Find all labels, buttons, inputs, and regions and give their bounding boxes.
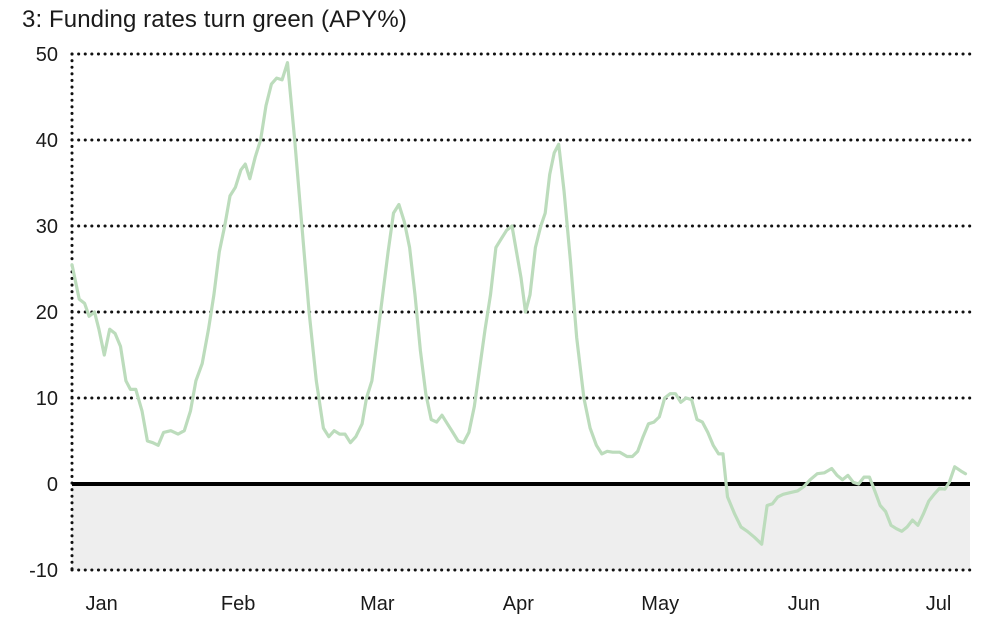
x-tick-labels: Jan Feb Mar Apr May Jun Jul [86,593,952,615]
x-tick-label-mar: Mar [360,593,395,615]
y-tick-label-30: 30 [36,216,58,238]
x-tick-label-feb: Feb [221,593,255,615]
x-tick-label-jul: Jul [926,593,952,615]
chart-title: 3: Funding rates turn green (APY%) [22,6,407,33]
x-tick-label-jun: Jun [788,593,820,615]
y-tick-label--10: -10 [29,560,58,582]
gridlines [70,52,972,572]
x-tick-label-apr: Apr [503,593,534,615]
series-group [70,61,968,546]
y-tick-label-50: 50 [36,44,58,66]
y-tick-labels: -10 0 10 20 30 40 50 [29,44,58,582]
y-tick-label-20: 20 [36,302,58,324]
y-tick-label-40: 40 [36,130,58,152]
x-tick-label-may: May [641,593,679,615]
x-tick-label-jan: Jan [86,593,118,615]
y-tick-label-0: 0 [47,474,58,496]
y-tick-label-10: 10 [36,388,58,410]
series-line-0 [70,61,968,546]
negative-region-shading [72,484,970,570]
